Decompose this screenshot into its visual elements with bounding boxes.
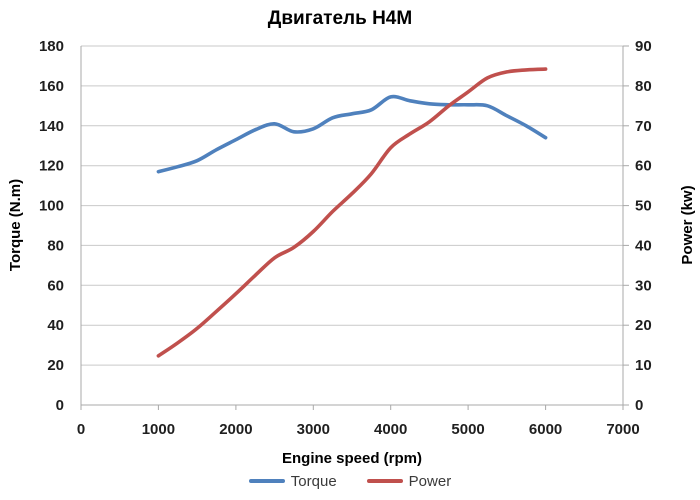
y-right-tick-label: 10 — [635, 357, 652, 374]
power-line-swatch — [366, 479, 403, 483]
y-right-tick-labels: 0 10 20 30 40 50 60 70 80 90 — [635, 38, 652, 414]
y-right-tick-label: 40 — [635, 237, 652, 254]
y-left-tick-labels: 0 20 40 60 80 100 120 140 160 180 — [39, 38, 64, 414]
x-tick-label: 2000 — [219, 421, 252, 438]
y-left-tick-label: 140 — [39, 118, 64, 135]
legend-item-power: Power — [366, 472, 452, 490]
x-tick-label: 6000 — [529, 421, 562, 438]
x-tick-label: 7000 — [606, 421, 639, 438]
y-left-tick-label: 120 — [39, 158, 64, 175]
power-curve — [156, 67, 548, 358]
y-left-tick-label: 100 — [39, 198, 64, 215]
torque-line-swatch — [248, 479, 285, 483]
chart-title: Двигатель H4M — [267, 8, 413, 29]
torque-curve — [156, 94, 548, 174]
y-right-tick-label: 30 — [635, 277, 652, 294]
y-right-tick-label: 70 — [635, 118, 652, 135]
y-left-tick-label: 160 — [39, 78, 64, 95]
y-left-tick-label: 40 — [47, 317, 64, 334]
x-tick-label: 4000 — [374, 421, 407, 438]
y-left-axis-title: Torque (N.m) — [7, 178, 24, 272]
x-tick-label: 5000 — [451, 421, 484, 438]
legend-label-torque: Torque — [290, 472, 337, 490]
y-right-tick-label: 20 — [635, 317, 652, 334]
y-left-tick-label: 20 — [47, 357, 64, 374]
y-left-tick-label: 0 — [56, 397, 64, 414]
x-tick-label: 0 — [77, 421, 85, 438]
y-left-tick-label: 80 — [47, 237, 64, 254]
y-left-tick-label: 60 — [47, 277, 64, 294]
y-right-tick-label: 90 — [635, 38, 652, 55]
x-tick-labels: 0 1000 2000 3000 4000 5000 6000 7000 — [77, 421, 640, 438]
y-right-axis-title: Power (kw) — [679, 185, 696, 265]
x-axis-title: Engine speed (rpm) — [281, 450, 423, 467]
y-left-tick-label: 180 — [39, 38, 64, 55]
gridlines-group — [80, 45, 624, 406]
legend: Torque Power — [0, 471, 700, 491]
legend-label-power: Power — [408, 472, 452, 490]
x-tick-label: 1000 — [142, 421, 175, 438]
y-right-tick-label: 50 — [635, 198, 652, 215]
y-right-tick-label: 0 — [635, 397, 643, 414]
y-right-tick-label: 80 — [635, 78, 652, 95]
x-tick-label: 3000 — [297, 421, 330, 438]
y-right-tick-label: 60 — [635, 158, 652, 175]
tick-marks-group — [80, 45, 629, 410]
legend-item-torque: Torque — [248, 472, 337, 490]
